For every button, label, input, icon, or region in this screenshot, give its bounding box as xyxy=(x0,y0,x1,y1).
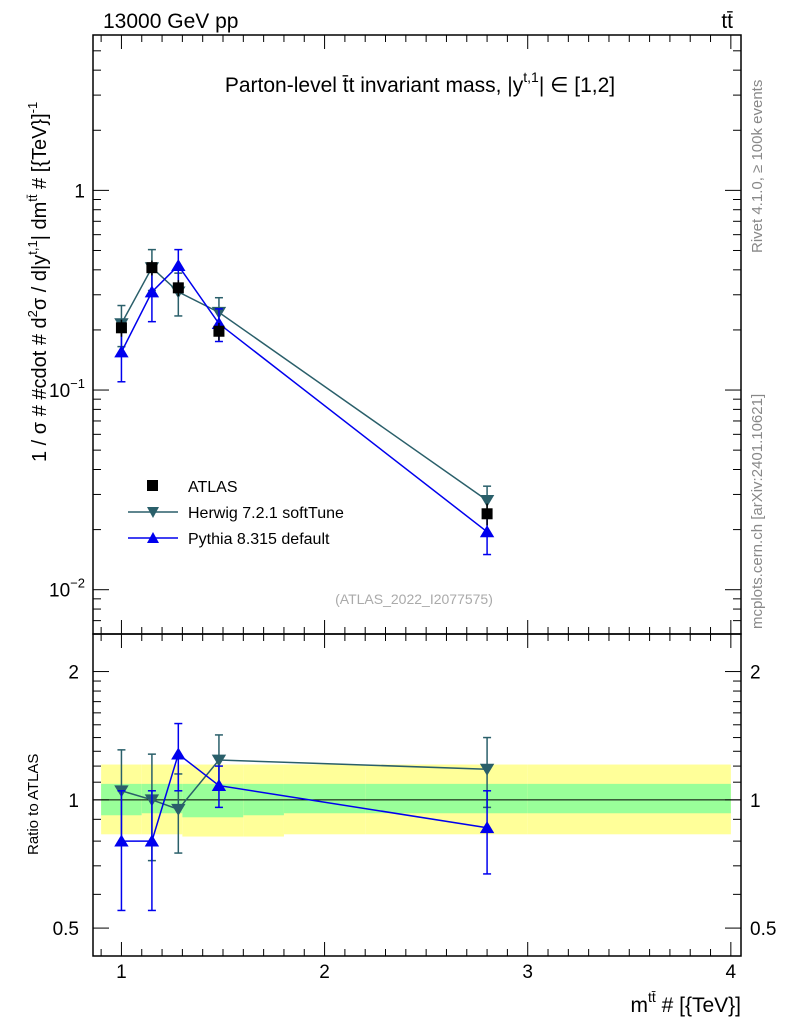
y-axis-label-s2: t,1 xyxy=(25,240,40,254)
ratio-y-tick-label: 0.5 xyxy=(53,919,79,940)
herwig-ratio-point xyxy=(171,803,186,816)
plot-title-main: Parton-level t̄t invariant mass, |y xyxy=(225,74,524,97)
atlas-data-point xyxy=(146,262,158,274)
pythia-point xyxy=(171,258,186,271)
y-tick-label-base: 1 xyxy=(74,181,85,202)
x-axis-label-base: m xyxy=(630,994,648,1017)
legend-label-pythia: Pythia 8.315 default xyxy=(188,531,330,548)
pythia-ratio-point xyxy=(211,778,227,791)
band-inner xyxy=(365,783,528,814)
legend-marker-atlas xyxy=(147,480,158,491)
rivet-label: Rivet 4.1.0, ≥ 100k events xyxy=(749,80,766,253)
y-axis-label: 1 / σ # #cdot # d2σ / d|yt,1| dmtt̄ # [{… xyxy=(25,102,51,462)
ratio-y-tick-label: 1 xyxy=(68,791,79,812)
x-tick-label: 2 xyxy=(319,962,330,983)
plot-title-tail: | ∈ [1,2] xyxy=(539,74,615,97)
ratio-series xyxy=(114,722,495,912)
x-tick-label: 1 xyxy=(116,962,127,983)
herwig-ratio-point xyxy=(479,763,495,776)
legend-label-atlas: ATLAS xyxy=(188,479,238,496)
y-axis-label-p3: | dm xyxy=(29,202,51,241)
plot-title-sup: t,1 xyxy=(523,69,539,85)
pythia-line xyxy=(120,264,488,533)
y-tick-label-base: 10 xyxy=(49,381,70,402)
herwig-ratio-point xyxy=(211,754,227,767)
y-tick-label-base: 10 xyxy=(49,581,70,602)
x-tick-label: 3 xyxy=(522,962,533,983)
pythia-ratio-point xyxy=(114,834,129,847)
ratio-y-tick-label-right: 1 xyxy=(750,791,761,812)
y-axis-label-p2: σ / d|y xyxy=(29,255,51,310)
band-inner xyxy=(182,783,244,818)
ratio-y-tick-label-right: 2 xyxy=(750,663,761,684)
pythia-ratio-point xyxy=(171,747,186,760)
pythia-point xyxy=(479,525,495,538)
x-axis-label-tail: # [{TeV}] xyxy=(656,994,741,1017)
herwig-point xyxy=(479,495,495,508)
ratio-bands xyxy=(101,764,731,837)
analysis-label: (ATLAS_2022_I2077575) xyxy=(335,591,493,607)
x-tick-label: 4 xyxy=(726,962,737,983)
band-inner xyxy=(527,783,731,814)
x-axis-label: mtt̄ # [{TeV}] xyxy=(630,989,741,1017)
plot-title: Parton-level t̄t invariant mass, |yt,1| … xyxy=(225,69,615,97)
ratio-y-tick-label-right: 0.5 xyxy=(750,919,776,940)
y-axis-label-s1: 2 xyxy=(25,310,40,317)
legend: ATLAS Herwig 7.2.1 softTune Pythia 8.315… xyxy=(128,479,344,548)
y-tick-label: 10−1 xyxy=(49,376,85,402)
herwig-line xyxy=(120,266,488,502)
legend-marker-herwig xyxy=(147,507,159,518)
y-tick-label-exp: −1 xyxy=(70,376,85,391)
pythia-ratio-point xyxy=(144,834,160,847)
x-axis-label-sup: tt̄ xyxy=(648,989,656,1005)
y-tick-label-exp: −2 xyxy=(70,576,85,591)
y-axis-label-s3: tt̄ xyxy=(25,194,40,202)
ratio-plot-frame xyxy=(92,633,742,957)
process-label: tt̄ xyxy=(721,10,733,33)
mcplots-label: mcplots.cern.ch [arXiv:2401.10621] xyxy=(749,394,766,629)
band-inner xyxy=(283,783,366,814)
y-tick-label: 10−2 xyxy=(49,576,85,602)
pythia-point xyxy=(114,345,129,358)
y-axis-label-p1: 1 / σ # #cdot # d xyxy=(29,317,51,462)
energy-label: 13000 GeV pp xyxy=(103,10,238,33)
ratio-y-axis-label: Ratio to ATLAS xyxy=(25,754,42,855)
y-axis-label-s4: -1 xyxy=(25,102,40,114)
atlas-data-point xyxy=(172,282,184,294)
pythia-point xyxy=(144,285,160,298)
main-series xyxy=(114,248,495,556)
y-axis-label-p4: # [{TeV}] xyxy=(29,113,51,194)
ratio-y-tick-label: 2 xyxy=(68,663,79,684)
legend-marker-pythia xyxy=(147,532,159,543)
legend-label-herwig: Herwig 7.2.1 softTune xyxy=(188,505,344,522)
atlas-data-point xyxy=(481,508,493,520)
pythia-ratio-point xyxy=(479,821,495,834)
atlas-data-point xyxy=(115,322,127,334)
y-tick-label: 1 xyxy=(74,181,85,202)
atlas-data-point xyxy=(213,325,225,337)
